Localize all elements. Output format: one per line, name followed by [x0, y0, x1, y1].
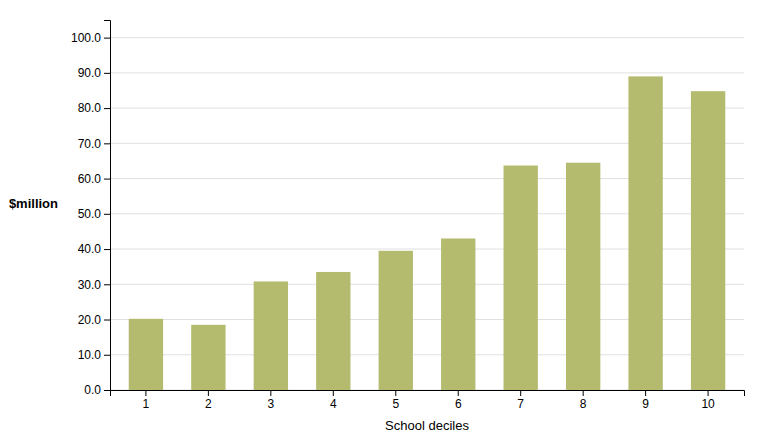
y-tick: 70.0	[78, 137, 110, 151]
x-tick-mark	[270, 390, 271, 396]
x-tick-mark	[208, 390, 209, 396]
x-axis: 1 2 3 4 5 6 7 8 9 10	[111, 390, 745, 411]
y-tick-mark	[104, 143, 110, 144]
y-tick-mark	[104, 355, 110, 356]
bar	[566, 163, 600, 390]
x-tick: 2	[205, 390, 212, 411]
x-tick-mark	[520, 390, 521, 396]
y-tick: 80.0	[78, 101, 110, 115]
plot: 123456789100.010.020.030.040.050.060.070…	[71, 21, 745, 411]
x-tick-mark	[145, 390, 146, 396]
x-tick-label: 6	[455, 397, 462, 411]
y-tick-mark	[104, 73, 110, 74]
y-tick-mark	[104, 320, 110, 321]
x-tick-mark	[645, 390, 646, 396]
x-tick-label: 4	[330, 397, 337, 411]
x-tick: 10	[701, 390, 715, 411]
y-tick-label: 0.0	[84, 383, 101, 397]
y-tick: 20.0	[78, 313, 110, 327]
bar	[441, 238, 475, 390]
x-axis-title: School deciles	[385, 418, 469, 433]
x-tick-label: 5	[392, 397, 399, 411]
bar	[316, 272, 350, 390]
x-tick: 8	[580, 390, 587, 411]
x-tick-mark	[395, 390, 396, 396]
y-tick-mark	[104, 179, 110, 180]
y-tick-mark	[104, 38, 110, 39]
y-tick-mark	[104, 390, 110, 391]
x-tick-label: 3	[267, 397, 274, 411]
y-tick-label: 60.0	[78, 172, 102, 186]
bar	[254, 281, 288, 390]
y-tick: 10.0	[78, 348, 110, 362]
x-tick: 7	[517, 390, 524, 411]
grid-line	[110, 72, 744, 73]
y-tick-mark	[104, 249, 110, 250]
y-tick-label: 30.0	[78, 278, 102, 292]
y-tick-label: 100.0	[71, 31, 101, 45]
y-tick-mark	[104, 214, 110, 215]
x-tick-label: 1	[143, 397, 150, 411]
grid-line	[110, 37, 744, 38]
y-tick: 90.0	[78, 66, 110, 80]
bars	[129, 76, 726, 390]
y-tick-label: 70.0	[78, 137, 102, 151]
x-tick-mark	[333, 390, 334, 396]
x-tick-label: 9	[642, 397, 649, 411]
bar	[504, 166, 538, 390]
y-tick: 30.0	[78, 278, 110, 292]
y-tick: 100.0	[71, 31, 110, 45]
y-axis-title: $million	[9, 196, 58, 211]
y-tick: 0.0	[84, 383, 110, 397]
y-tick-label: 90.0	[78, 66, 102, 80]
chart: 123456789100.010.020.030.040.050.060.070…	[0, 0, 768, 442]
y-tick-mark	[104, 284, 110, 285]
y-tick: 40.0	[78, 242, 110, 256]
y-tick-label: 10.0	[78, 348, 102, 362]
x-tick-mark	[708, 390, 709, 396]
bar	[628, 76, 662, 390]
bar	[129, 319, 163, 390]
x-tick: 9	[642, 390, 649, 411]
x-axis-line	[111, 391, 745, 397]
bar	[691, 91, 725, 390]
x-tick: 4	[330, 390, 337, 411]
x-tick-label: 2	[205, 397, 212, 411]
x-tick: 5	[392, 390, 399, 411]
y-axis-line	[104, 21, 111, 391]
y-tick-label: 20.0	[78, 313, 102, 327]
y-tick: 60.0	[78, 172, 110, 186]
y-tick-mark	[104, 108, 110, 109]
y-tick-label: 40.0	[78, 242, 102, 256]
x-tick-label: 10	[701, 397, 715, 411]
x-tick: 6	[455, 390, 462, 411]
x-tick-label: 8	[580, 397, 587, 411]
y-tick-label: 50.0	[78, 207, 102, 221]
y-axis: 0.0 10.0 20.0 30.0 40.0 50.0 60.0 70.0 80.0 90.0 1…	[71, 21, 111, 398]
y-tick: 50.0	[78, 207, 110, 221]
bar	[379, 251, 413, 390]
grid	[110, 38, 744, 390]
x-tick-label: 7	[517, 397, 524, 411]
y-tick-label: 80.0	[78, 101, 102, 115]
x-tick-mark	[458, 390, 459, 396]
x-tick-mark	[583, 390, 584, 396]
bar	[191, 325, 225, 390]
x-tick: 1	[143, 390, 150, 411]
x-tick: 3	[267, 390, 274, 411]
